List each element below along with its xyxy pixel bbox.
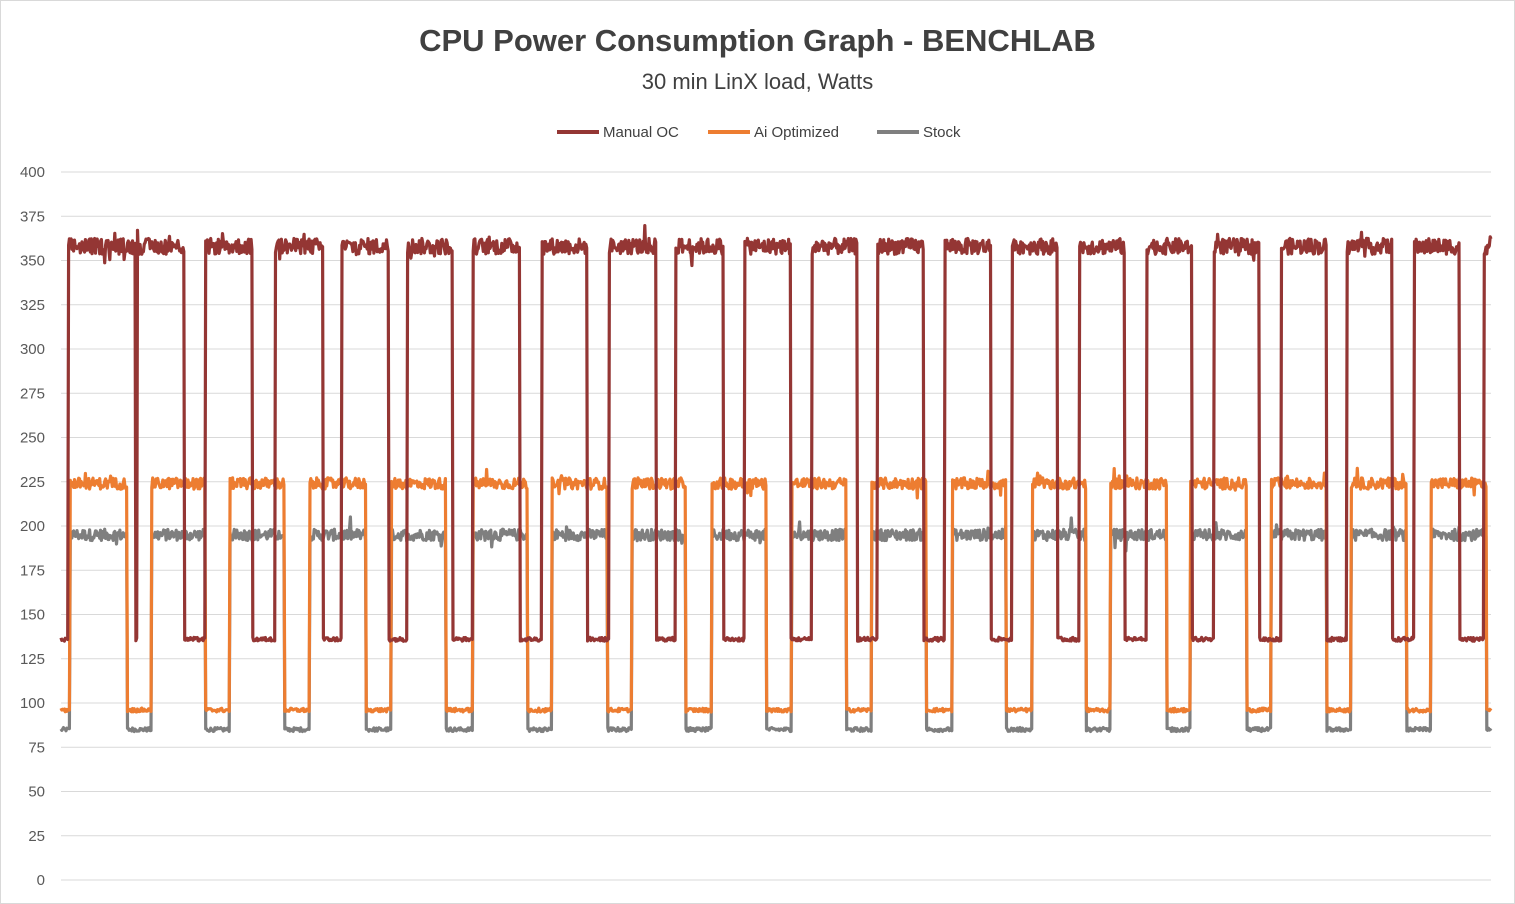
- y-tick-label-150: 150: [20, 607, 45, 624]
- y-tick-label-50: 50: [28, 784, 45, 801]
- y-tick-label-300: 300: [20, 341, 45, 358]
- series-line-ai-optimized: [59, 466, 1493, 714]
- y-tick-label-250: 250: [20, 430, 45, 447]
- y-tick-label-375: 375: [20, 208, 45, 225]
- legend-label-manual-oc: Manual OC: [603, 124, 679, 141]
- y-tick-label-0: 0: [37, 872, 45, 889]
- legend-label-stock: Stock: [923, 124, 961, 141]
- chart-subtitle: 30 min LinX load, Watts: [641, 69, 874, 94]
- y-tick-label-350: 350: [20, 253, 45, 270]
- y-tick-label-75: 75: [28, 739, 45, 756]
- y-tick-label-325: 325: [20, 297, 45, 314]
- y-tick-label-100: 100: [20, 695, 45, 712]
- chart-title: CPU Power Consumption Graph - BENCHLAB: [419, 23, 1096, 58]
- y-tick-label-125: 125: [20, 651, 45, 668]
- y-tick-label-275: 275: [20, 385, 45, 402]
- y-tick-label-400: 400: [20, 164, 45, 181]
- y-tick-label-200: 200: [20, 518, 45, 535]
- y-tick-label-25: 25: [28, 828, 45, 845]
- series-line-manual-oc: [59, 224, 1493, 643]
- y-tick-label-225: 225: [20, 474, 45, 491]
- series-line-stock: [59, 515, 1493, 734]
- y-tick-label-175: 175: [20, 562, 45, 579]
- legend-label-ai-optimized: Ai Optimized: [754, 124, 839, 141]
